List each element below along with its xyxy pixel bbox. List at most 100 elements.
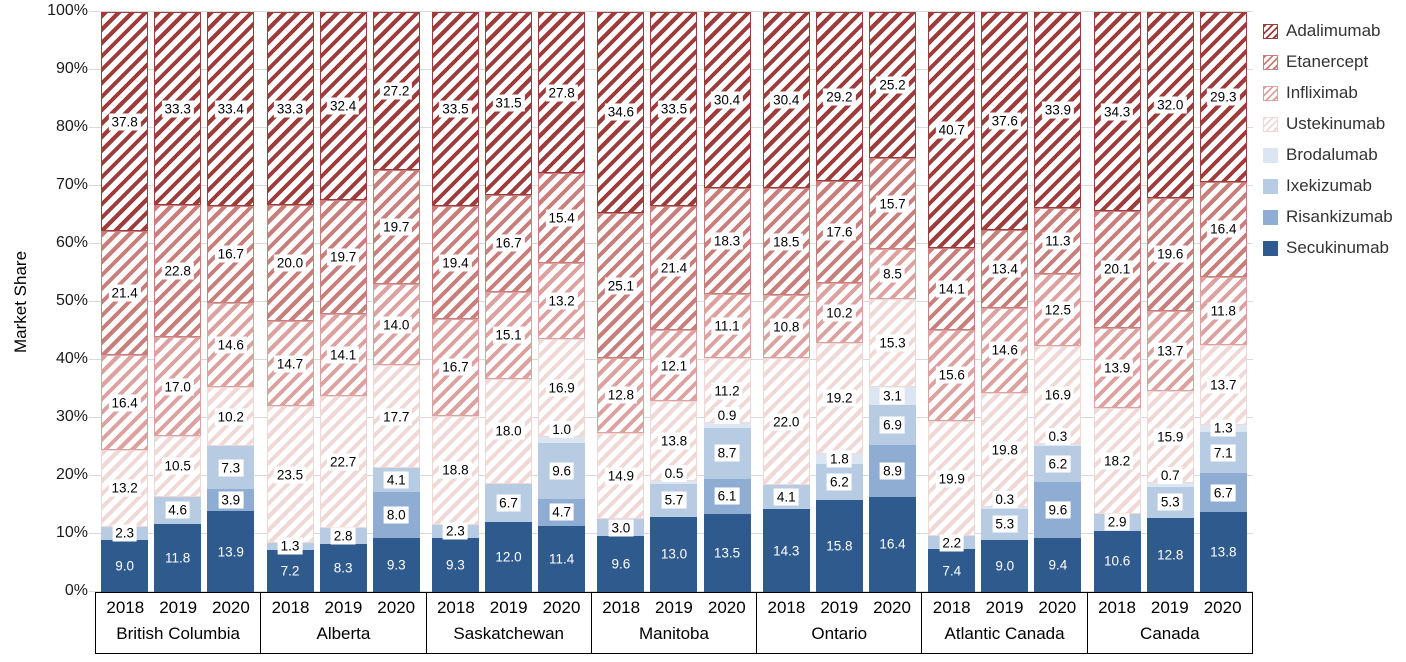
segment-value-label: 37.8 xyxy=(108,113,141,131)
year-label: 2020 xyxy=(873,598,911,617)
segment-value-label: 10.6 xyxy=(1103,553,1131,569)
segment-brodalumab: 1.8 xyxy=(815,450,863,468)
segment-value-label: 1.0 xyxy=(549,421,575,439)
segment-etanercept: 15.7 xyxy=(868,158,916,250)
segment-adalimumab: 27.8 xyxy=(538,12,586,174)
segment-value-label: 33.5 xyxy=(657,100,691,118)
segment-ixekizumab: 9.6 xyxy=(538,442,586,499)
segment-ixekizumab: 2.9 xyxy=(1093,513,1141,531)
segment-adalimumab: 33.9 xyxy=(1034,12,1082,209)
segment-value-label: 7.2 xyxy=(280,563,300,579)
segment-etanercept: 16.7 xyxy=(207,205,255,303)
segment-value-label: 14.6 xyxy=(988,341,1021,359)
segment-value-label: 18.0 xyxy=(492,422,525,440)
segment-etanercept: 15.4 xyxy=(538,173,586,263)
stacked-bar-2018: 7.2 1.3 23.5 14.7 20.0 33.3 xyxy=(266,12,314,592)
year-label: 2018 xyxy=(767,598,806,617)
segment-etanercept: 16.4 xyxy=(1199,181,1247,277)
segment-value-label: 19.2 xyxy=(823,389,856,407)
segment-value-label: 27.2 xyxy=(380,82,413,100)
segment-value-label: 25.2 xyxy=(876,76,909,94)
y-tick-label: 70% xyxy=(55,176,88,193)
segment-value-label: 29.2 xyxy=(823,88,856,106)
segment-ustekinumab: 10.2 xyxy=(207,387,255,447)
segment-adalimumab: 34.3 xyxy=(1093,12,1141,211)
legend-label: Ixekizumab xyxy=(1286,176,1372,195)
segment-value-label: 4.1 xyxy=(773,488,799,506)
segment-ustekinumab: 22.7 xyxy=(319,395,367,528)
segment-value-label: 32.0 xyxy=(1154,96,1187,114)
stacked-bar-2019: 8.3 2.8 22.7 14.1 19.7 32.4 xyxy=(319,12,367,592)
segment-etanercept: 16.7 xyxy=(485,194,533,292)
segment-value-label: 13.9 xyxy=(217,544,244,560)
year-label: 2019 xyxy=(159,598,198,617)
segment-value-label: 1.3 xyxy=(1210,419,1236,437)
segment-value-label: 15.6 xyxy=(935,366,968,384)
segment-value-label: 11.3 xyxy=(1042,232,1074,250)
segment-risankizumab: 6.7 xyxy=(1199,473,1247,513)
bar-group-alberta: 7.2 1.3 23.5 14.7 20.0 33.3 8.3 2.8 22.7 14.1 19.7… xyxy=(260,12,425,592)
segment-brodalumab: 1.3 xyxy=(1199,419,1247,437)
y-tick-label: 100% xyxy=(47,2,88,19)
segment-secukinumab: 9.4 xyxy=(1034,537,1082,592)
legend-label: Ustekinumab xyxy=(1286,114,1386,133)
segment-value-label: 19.7 xyxy=(326,248,360,266)
legend-item-ixekizumab: Ixekizumab xyxy=(1263,176,1393,196)
stacked-bar-2019: 11.8 4.6 10.5 17.0 22.8 33.3 xyxy=(154,12,202,592)
segment-value-label: 16.9 xyxy=(545,379,578,397)
segment-adalimumab: 29.3 xyxy=(1199,12,1247,182)
segment-secukinumab: 10.6 xyxy=(1093,530,1141,592)
segment-infliximab: 15.6 xyxy=(928,330,976,421)
segment-ustekinumab: 15.3 xyxy=(868,298,916,388)
legend-label: Secukinumab xyxy=(1286,238,1390,257)
segment-secukinumab: 9.0 xyxy=(981,539,1029,592)
segment-value-label: 13.5 xyxy=(713,545,741,561)
segment-ixekizumab: 8.7 xyxy=(703,428,751,479)
bar-group-manitoba: 9.6 3.0 14.9 12.8 25.1 34.6 13.0 5.7 0.5 13.8 12.1… xyxy=(591,12,756,592)
stacked-bar-2020: 11.4 4.7 9.6 1.0 16.9 13.2 15.4 27.8 xyxy=(538,12,586,592)
segment-ixekizumab: 2.3 xyxy=(431,522,479,540)
segment-value-label: 21.4 xyxy=(108,284,141,302)
segment-secukinumab: 15.8 xyxy=(815,500,863,592)
stacked-bar-2019: 15.8 6.2 1.8 19.2 10.2 17.6 29.2 xyxy=(815,12,863,592)
legend-label: Adalimumab xyxy=(1286,21,1381,40)
segment-ixekizumab: 1.3 xyxy=(266,537,314,555)
segment-value-label: 27.8 xyxy=(545,84,578,102)
segment-etanercept: 18.5 xyxy=(762,188,810,296)
segment-value-label: 2.3 xyxy=(443,522,468,540)
segment-value-label: 9.4 xyxy=(1048,557,1068,573)
stacked-bar-2019: 12.0 6.7 18.0 15.1 16.7 31.5 xyxy=(485,12,533,592)
segment-value-label: 11.8 xyxy=(165,550,191,566)
y-tick-label: 80% xyxy=(55,118,88,135)
segment-ixekizumab: 5.3 xyxy=(1146,487,1194,518)
segment-etanercept: 18.3 xyxy=(703,188,751,294)
segment-infliximab: 12.1 xyxy=(650,330,698,401)
segment-infliximab: 14.7 xyxy=(266,321,314,407)
segment-adalimumab: 32.0 xyxy=(1146,12,1194,198)
year-label: 2020 xyxy=(1203,598,1242,617)
segment-adalimumab: 34.6 xyxy=(597,12,645,213)
segment-value-label: 9.6 xyxy=(549,462,575,480)
segment-ixekizumab: 6.9 xyxy=(868,405,916,446)
segment-value-label: 15.3 xyxy=(876,334,909,352)
segment-infliximab: 14.0 xyxy=(372,284,420,366)
stacked-bar-2019: 13.0 5.7 0.5 13.8 12.1 21.4 33.5 xyxy=(650,12,698,592)
segment-value-label: 11.4 xyxy=(548,551,575,567)
segment-value-label: 15.8 xyxy=(826,538,853,554)
segment-value-label: 19.4 xyxy=(439,254,472,272)
segment-value-label: 11.8 xyxy=(1207,302,1239,320)
segment-value-label: 6.2 xyxy=(1045,455,1071,473)
y-tick-label: 30% xyxy=(55,408,88,425)
segment-value-label: 8.0 xyxy=(383,506,409,524)
segment-ustekinumab: 18.0 xyxy=(485,379,533,484)
segment-value-label: 22.0 xyxy=(770,413,803,431)
segment-etanercept: 21.4 xyxy=(650,206,698,331)
segment-ustekinumab: 13.2 xyxy=(101,450,149,527)
segment-secukinumab: 16.4 xyxy=(868,496,916,592)
bars-container: 9.0 2.3 13.2 16.4 21.4 37.8 11.8 4.6 10.5 17.0 22.… xyxy=(95,12,1253,592)
segment-value-label: 40.7 xyxy=(935,121,968,139)
segment-brodalumab: 0.7 xyxy=(1146,466,1194,488)
legend-label: Risankizumab xyxy=(1286,207,1393,226)
segment-value-label: 5.3 xyxy=(1157,493,1183,511)
province-label: Saskatchewan xyxy=(453,624,564,643)
